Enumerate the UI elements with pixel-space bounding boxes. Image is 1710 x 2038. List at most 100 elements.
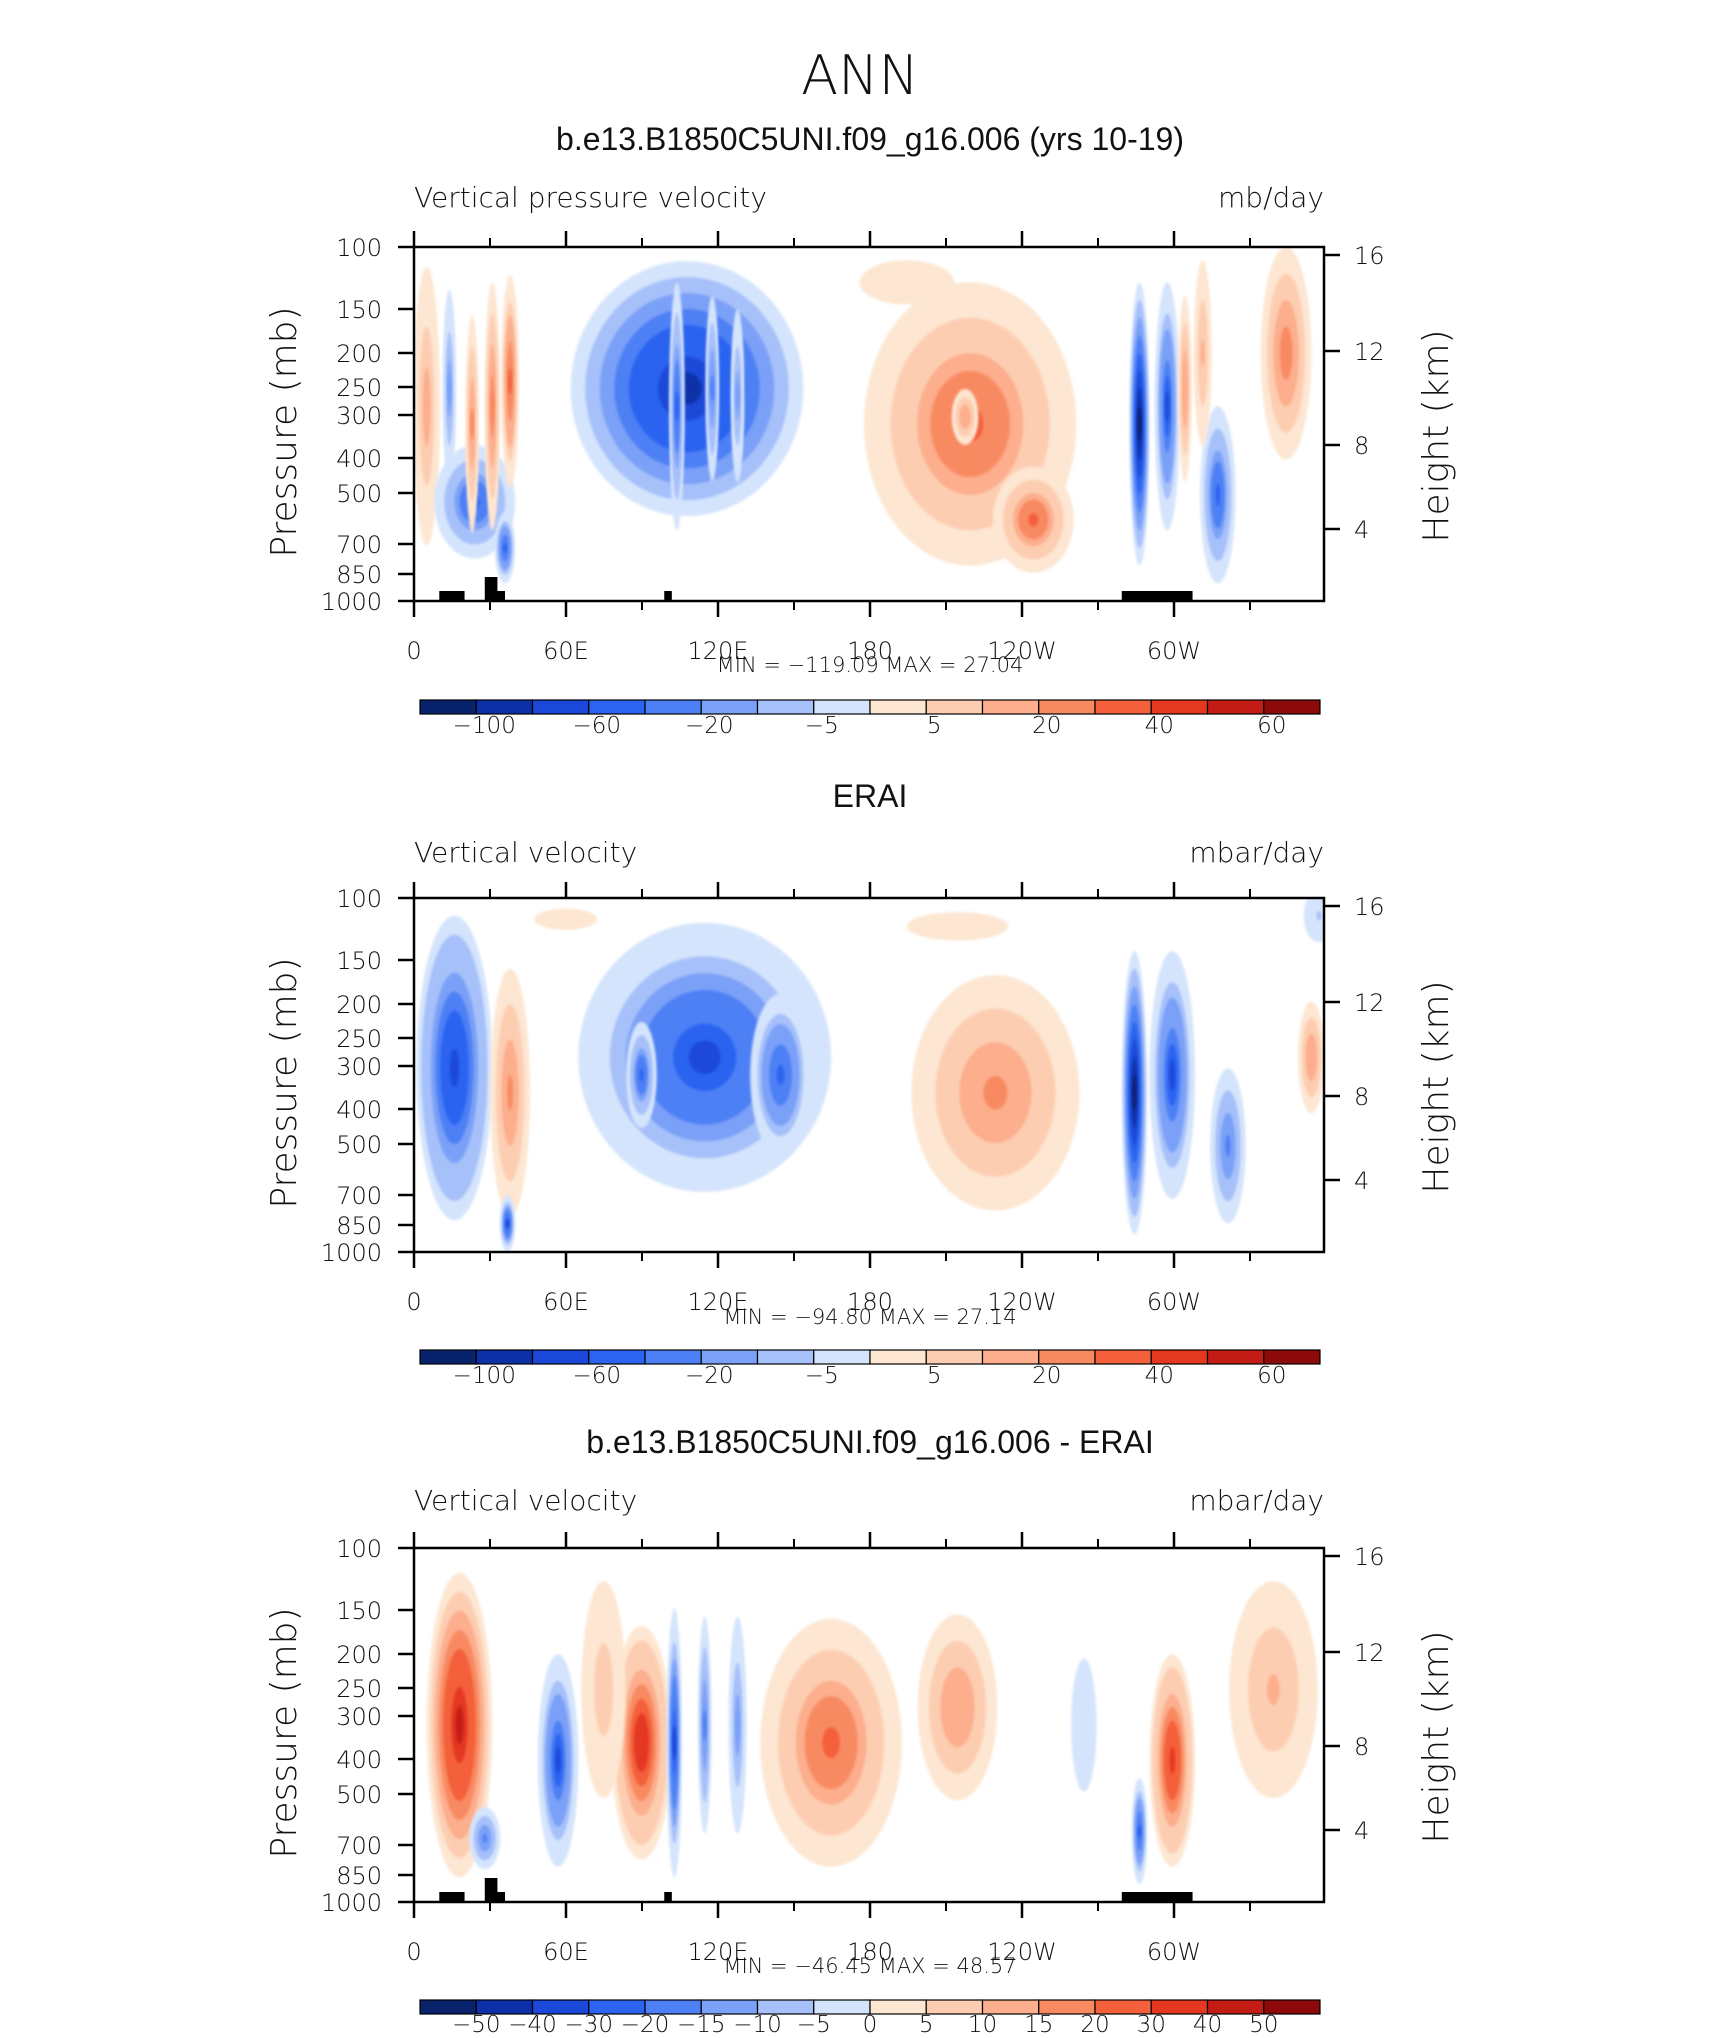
x-tick-label: 60E <box>543 637 589 665</box>
contour-level <box>776 1064 785 1086</box>
contour-level <box>449 1048 460 1087</box>
colorbar-bin <box>981 1349 1040 1365</box>
colorbar-bin <box>981 699 1040 715</box>
colorbar-bin <box>475 1349 534 1365</box>
contour-level <box>1169 1059 1176 1091</box>
topography-mask <box>484 577 498 591</box>
colorbar-label: −20 <box>621 2012 670 2038</box>
colorbar-label: −60 <box>572 1363 621 1389</box>
topography-mask <box>484 591 505 601</box>
contour-level <box>1182 375 1187 402</box>
colorbar-label: 60 <box>1257 1363 1286 1389</box>
topography-mask <box>484 1878 498 1892</box>
y-right-tick-label: 12 <box>1354 1639 1385 1667</box>
contour-field <box>414 1548 1324 1902</box>
y-tick-label: 200 <box>336 340 382 368</box>
contour-level <box>1267 1674 1280 1706</box>
colorbar-label: 5 <box>927 1363 942 1389</box>
y-right-tick-label: 4 <box>1354 516 1369 544</box>
y-tick-label: 250 <box>336 1675 382 1703</box>
colorbar-bin <box>756 699 815 715</box>
units-label: mbar/day <box>1189 836 1324 869</box>
contour-field <box>414 898 1324 1252</box>
colorbar-bin <box>869 699 927 715</box>
x-tick-label: 60W <box>1147 1938 1201 1966</box>
x-tick-label: 120W <box>987 1938 1057 1966</box>
x-tick-label: 120W <box>987 1288 1057 1316</box>
colorbar-bin <box>813 1349 871 1365</box>
x-tick-label: 120E <box>688 1288 749 1316</box>
x-tick-label: 60E <box>543 1938 589 1966</box>
contour-level <box>447 374 452 403</box>
contour-level <box>424 386 429 427</box>
contour-level <box>490 390 495 422</box>
colorbar-bin <box>588 1349 646 1365</box>
contour-level <box>507 1075 513 1111</box>
colorbar-bin <box>531 1349 590 1365</box>
y-tick-label: 1000 <box>321 1239 382 1267</box>
panel-erai: ERAI Vertical velocity mbar/day 0 60E 120E 180… <box>264 778 1457 1389</box>
topography-mask <box>1121 1892 1193 1902</box>
colorbar-label: 40 <box>1145 713 1174 739</box>
colorbar-bin <box>531 699 590 715</box>
colorbar-bin <box>1263 1999 1321 2015</box>
y-right-tick-label: 16 <box>1354 1543 1385 1571</box>
y-axis-label: Pressure (mb) <box>264 1607 305 1858</box>
contour-level <box>674 390 679 422</box>
contour-level <box>963 412 968 421</box>
colorbar-bin <box>1094 699 1152 715</box>
colorbar-label: −5 <box>805 713 839 739</box>
contour-level <box>688 1040 721 1075</box>
colorbar-bin <box>700 1349 759 1365</box>
colorbar-bin <box>756 1349 815 1365</box>
colorbar-bin <box>419 1349 477 1365</box>
y-tick-label: 850 <box>336 561 382 589</box>
y-tick-label: 100 <box>336 885 382 913</box>
variable-label: Vertical velocity <box>414 1484 637 1517</box>
y-tick-label: 850 <box>336 1862 382 1890</box>
colorbar: −100 −60 −20 −5 5 20 40 60 <box>419 699 1321 739</box>
colorbar-label: −10 <box>733 2012 782 2038</box>
contour-level <box>1309 1049 1314 1066</box>
y-tick-label: 200 <box>336 1641 382 1669</box>
colorbar-bin <box>1038 1349 1096 1365</box>
min-max-stats: MIN = −94.80 MAX = 27.14 <box>723 1305 1016 1329</box>
y-tick-label: 400 <box>336 1746 382 1774</box>
y-tick-label: 250 <box>336 374 382 402</box>
y-tick-label: 150 <box>336 296 382 324</box>
contour-level <box>951 1694 964 1721</box>
x-tick-label: 180 <box>847 1938 893 1966</box>
colorbar-bin <box>700 699 759 715</box>
colorbar-label: −50 <box>452 2012 501 2038</box>
y-tick-label: 700 <box>336 1182 382 1210</box>
min-max-stats: MIN = −119.09 MAX = 27.04 <box>717 653 1024 677</box>
colorbar-bin <box>925 1349 984 1365</box>
x-tick-label: 180 <box>847 1288 893 1316</box>
contour-level <box>1132 1075 1137 1111</box>
colorbar-label: −60 <box>572 713 621 739</box>
x-tick-label: 0 <box>406 637 421 665</box>
colorbar-label: 20 <box>1032 713 1061 739</box>
y-right-axis-label: Height (km) <box>1416 1630 1457 1843</box>
colorbar-label: 0 <box>863 2012 878 2038</box>
contour-level <box>470 408 475 440</box>
topography-mask <box>439 1892 465 1902</box>
colorbar-bin <box>813 699 871 715</box>
y-tick-label: 150 <box>336 1597 382 1625</box>
y-tick-label: 700 <box>336 1832 382 1860</box>
y-tick-label: 500 <box>336 1131 382 1159</box>
panel-title: b.e13.B1850C5UNI.f09_g16.006 - ERAI <box>586 1424 1153 1460</box>
contour-level <box>735 1709 740 1741</box>
contour-level <box>637 1728 646 1758</box>
colorbar: −50 −40 −30 −20 −15 −10 −5 0 5 10 15 20 30 40 50 <box>419 1999 1321 2038</box>
contour-level <box>1169 1747 1176 1774</box>
colorbar-bin <box>1150 1349 1209 1365</box>
contour-level <box>944 922 971 930</box>
colorbar-label: 10 <box>968 2012 997 2038</box>
panel-title: b.e13.B1850C5UNI.f09_g16.006 (yrs 10-19) <box>556 121 1184 157</box>
contour-level <box>983 1075 1008 1110</box>
colorbar-bin <box>588 699 646 715</box>
y-right-tick-label: 8 <box>1354 1083 1369 1111</box>
y-right-tick-label: 12 <box>1354 989 1385 1017</box>
